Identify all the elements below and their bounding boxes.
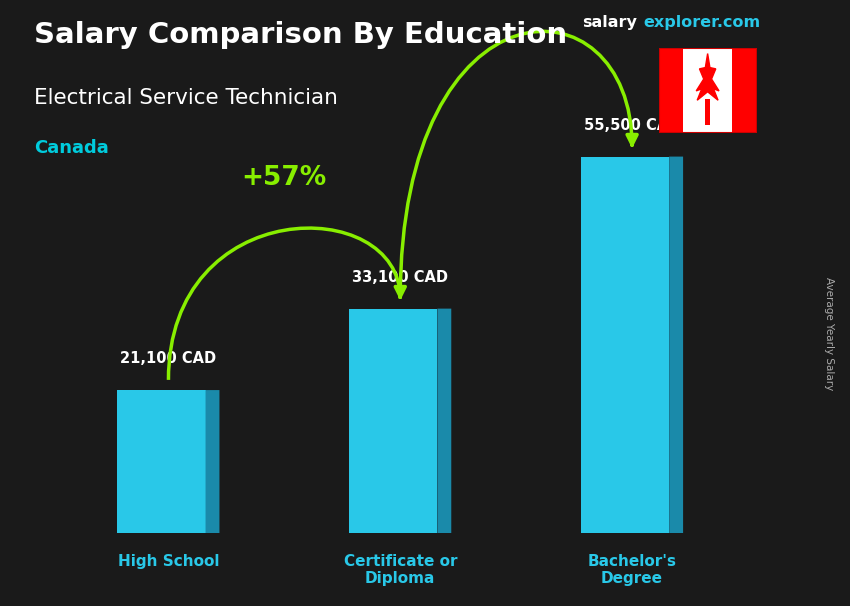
Text: explorer.com: explorer.com [643, 15, 761, 30]
Bar [349, 308, 438, 533]
Text: 55,500 CAD: 55,500 CAD [584, 118, 680, 133]
Bar [581, 156, 669, 533]
Polygon shape [206, 390, 219, 533]
Polygon shape [669, 156, 683, 533]
Bar [732, 48, 756, 133]
Bar [705, 99, 711, 125]
Text: 33,100 CAD: 33,100 CAD [352, 270, 448, 285]
Text: High School: High School [117, 554, 219, 568]
Text: Average Yearly Salary: Average Yearly Salary [824, 277, 834, 390]
Text: Certificate or
Diploma: Certificate or Diploma [343, 554, 457, 586]
Polygon shape [438, 308, 451, 533]
Bar [659, 48, 683, 133]
Text: salary: salary [582, 15, 638, 30]
Bar [117, 390, 206, 533]
Text: Electrical Service Technician: Electrical Service Technician [34, 88, 337, 108]
Text: +57%: +57% [241, 165, 327, 190]
Text: 21,100 CAD: 21,100 CAD [121, 351, 217, 366]
Text: Canada: Canada [34, 139, 109, 158]
Text: Salary Comparison By Education: Salary Comparison By Education [34, 21, 567, 49]
Text: Bachelor's
Degree: Bachelor's Degree [587, 554, 677, 586]
Polygon shape [696, 53, 719, 100]
